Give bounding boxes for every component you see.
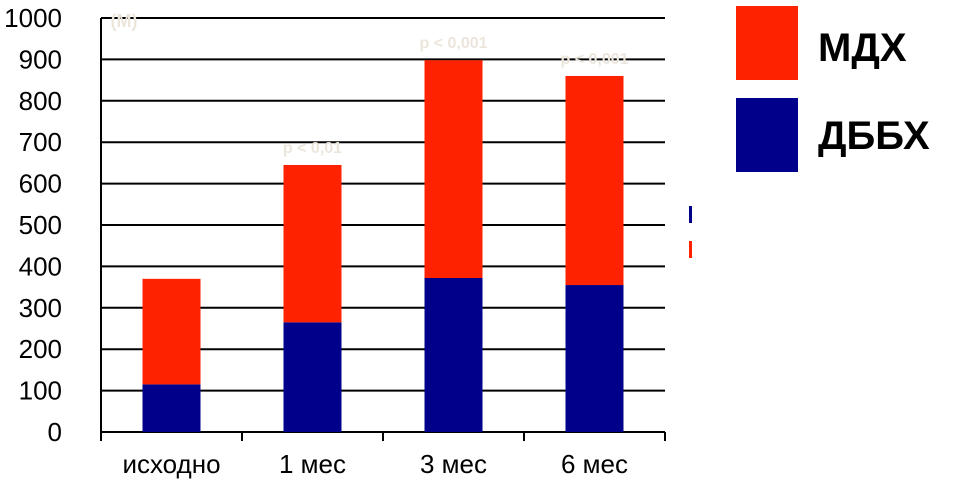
significance-annotation: p < 0,001 [560,51,628,68]
x-tick-label: 6 мес [561,449,628,479]
bar-segment-mdx [565,75,624,286]
y-tick-label: 800 [19,86,62,116]
bar-segment-dbbx [283,322,342,432]
significance-annotation: p < 0,01 [283,140,342,157]
y-tick-label: 600 [19,169,62,199]
y-tick-label: 400 [19,251,62,281]
bar-segment-dbbx [424,277,483,432]
bar-segment-dbbx [142,384,201,432]
legend-swatch-mdx [736,6,798,80]
x-tick-label: 3 мес [420,449,487,479]
y-tick-label: 900 [19,44,62,74]
y-tick-label: 700 [19,127,62,157]
y-tick-label: 500 [19,210,62,240]
y-tick-label: 1000 [4,3,62,33]
significance-annotation: p < 0,001 [419,35,487,52]
bar-segment-dbbx [565,285,624,432]
stray-red-mark [689,241,692,258]
y-tick-label: 200 [19,334,62,364]
bar-segment-mdx [142,278,201,385]
stray-blue-mark [689,206,692,223]
y-tick-label: 100 [19,376,62,406]
x-tick-label: 1 мес [279,449,346,479]
y-tick-label: 0 [48,417,62,447]
x-tick-label: исходно [122,449,220,479]
legend-item-dbbx: ДББХ [736,98,951,190]
unit-label: (M) [111,11,138,31]
y-tick-label: 300 [19,293,62,323]
legend-label-mdx: МДХ [818,26,907,70]
legend-item-mdx: МДХ [736,6,951,98]
legend-swatch-dbbx [736,98,798,172]
stacked-bar-chart: 0 100 200 300 400 500 600 700 800 900 1000 (M) исход… [4,3,666,479]
bar-segment-mdx [424,60,483,278]
legend: МДХ ДББХ [736,6,951,190]
legend-label-dbbx: ДББХ [818,114,930,158]
bar-segment-mdx [283,164,342,323]
